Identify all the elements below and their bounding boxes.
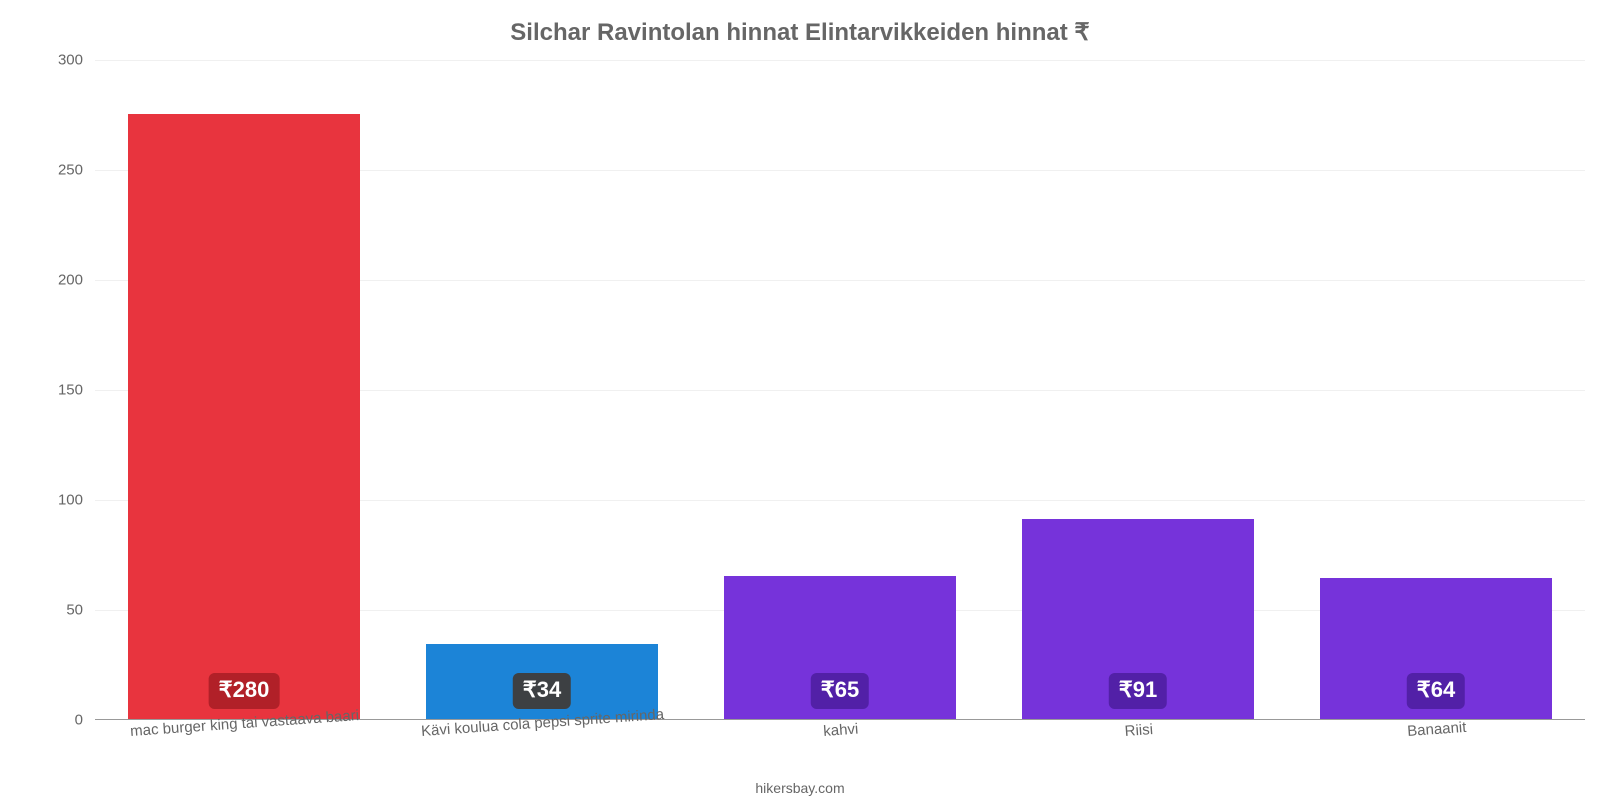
y-tick-label: 150 [58, 382, 95, 399]
y-tick-label: 50 [66, 602, 95, 619]
bar-value-label: ₹64 [1407, 673, 1465, 709]
bar-value-label: ₹280 [209, 673, 280, 709]
y-tick-label: 300 [58, 52, 95, 69]
x-tick-label: Banaanit [1406, 715, 1467, 740]
chart-plot-area: 050100150200250300₹280mac burger king ta… [95, 60, 1585, 720]
chart-axes: 050100150200250300₹280mac burger king ta… [95, 60, 1585, 720]
bar: ₹91 [1022, 519, 1254, 719]
bar-value-label: ₹65 [811, 673, 869, 709]
bar: ₹64 [1320, 578, 1552, 719]
y-tick-label: 0 [75, 712, 95, 729]
bar: ₹280 [128, 114, 360, 719]
y-tick-label: 250 [58, 162, 95, 179]
chart-title: Silchar Ravintolan hinnat Elintarvikkeid… [0, 18, 1600, 47]
bar-value-label: ₹34 [513, 673, 571, 709]
bar-value-label: ₹91 [1109, 673, 1167, 709]
bar: ₹65 [724, 576, 956, 719]
y-tick-label: 100 [58, 492, 95, 509]
attribution-text: hikersbay.com [0, 780, 1600, 796]
y-tick-label: 200 [58, 272, 95, 289]
x-tick-label: Riisi [1124, 717, 1154, 740]
gridline [95, 60, 1585, 61]
x-tick-label: kahvi [822, 717, 858, 740]
